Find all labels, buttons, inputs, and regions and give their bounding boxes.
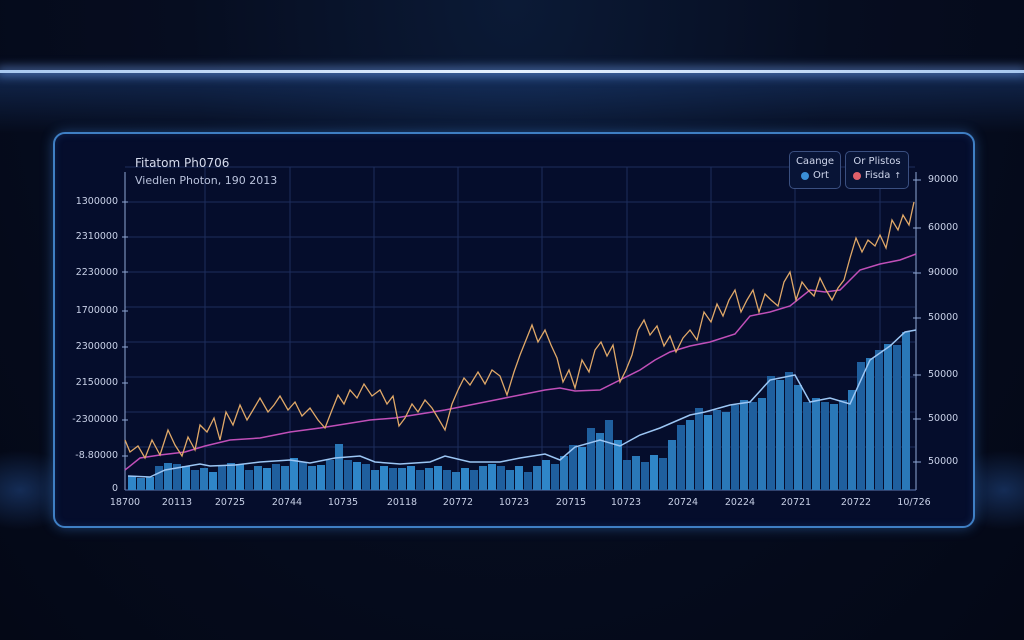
moving-average-line bbox=[124, 253, 917, 471]
y-left-tick: 2300000 bbox=[75, 341, 118, 352]
x-tick: 20721 bbox=[780, 497, 812, 508]
top-light-line bbox=[0, 70, 1024, 73]
x-tick: 18700 bbox=[109, 497, 141, 508]
x-tick: 20113 bbox=[161, 497, 193, 508]
right-axis-ticks bbox=[913, 179, 921, 463]
y-right-tick: 50000 bbox=[928, 369, 959, 380]
left-axis-ticks bbox=[122, 201, 128, 457]
legend-item-fisda[interactable]: Or Plistos Fisda ↑ bbox=[845, 151, 909, 189]
top-glow bbox=[0, 73, 1024, 133]
x-tick: 10/726 bbox=[897, 497, 931, 508]
y-left-tick: -8.80000 bbox=[75, 450, 118, 461]
x-tick: 20724 bbox=[667, 497, 699, 508]
x-tick: 20725 bbox=[214, 497, 246, 508]
legend-dot-icon bbox=[852, 171, 861, 180]
x-tick: 20772 bbox=[442, 497, 474, 508]
y-left-tick: 2150000 bbox=[75, 377, 118, 388]
y-right-tick: 50000 bbox=[928, 312, 959, 323]
x-tick: 20715 bbox=[555, 497, 587, 508]
legend-label: Ort bbox=[813, 170, 829, 181]
x-tick: 10735 bbox=[327, 497, 359, 508]
y-left-tick: 0 bbox=[111, 483, 118, 494]
x-tick: 10723 bbox=[498, 497, 530, 508]
x-tick: 20118 bbox=[386, 497, 418, 508]
price-line bbox=[124, 201, 915, 460]
y-right-tick: 50000 bbox=[928, 456, 959, 467]
y-left-tick: 2310000 bbox=[75, 231, 118, 242]
x-tick: 20722 bbox=[840, 497, 872, 508]
chart-title: Fitatom Ph0706 bbox=[135, 156, 230, 170]
legend-item-ort[interactable]: Caange Ort bbox=[789, 151, 841, 189]
legend-header: Or Plistos bbox=[853, 156, 901, 167]
y-left-tick: -2300000 bbox=[72, 414, 118, 425]
y-left-tick: 2230000 bbox=[75, 267, 118, 278]
volume-bars bbox=[128, 332, 910, 490]
x-tick: 20224 bbox=[724, 497, 756, 508]
legend-header: Caange bbox=[795, 156, 835, 167]
arrow-up-icon: ↑ bbox=[894, 171, 902, 180]
chart-subtitle: Viedlen Photon, 190 2013 bbox=[135, 174, 278, 187]
y-right-tick: 60000 bbox=[928, 222, 959, 233]
volume-line bbox=[127, 329, 917, 478]
x-tick: 10723 bbox=[610, 497, 642, 508]
y-left-tick: 1300000 bbox=[75, 196, 118, 207]
y-right-tick: 90000 bbox=[928, 267, 959, 278]
y-left-tick: 1700000 bbox=[75, 305, 118, 316]
y-right-tick: 90000 bbox=[928, 174, 959, 185]
legend-dot-icon bbox=[801, 171, 810, 180]
x-tick: 20744 bbox=[271, 497, 303, 508]
y-right-tick: 50000 bbox=[928, 413, 959, 424]
legend-label: Fisda bbox=[864, 170, 891, 181]
